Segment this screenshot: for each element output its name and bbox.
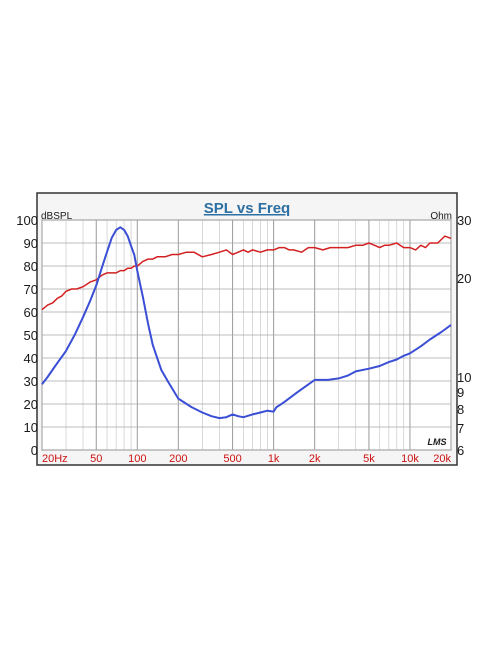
right-tick-label: 7 [457,421,464,436]
x-tick-label: 10k [401,453,419,465]
left-tick-label: 10 [24,420,38,435]
right-tick-label: 30 [457,213,471,228]
chart-title: SPL vs Freq [204,200,290,217]
x-tick-label: 5k [363,453,375,465]
left-tick-label: 100 [16,213,38,228]
right-tick-label: 8 [457,402,464,417]
left-tick-label: 80 [24,259,38,274]
left-tick-label: 20 [24,397,38,412]
left-tick-label: 0 [31,443,38,458]
lms-watermark: LMS [428,437,447,447]
left-tick-label: 50 [24,328,38,343]
left-tick-label: 90 [24,236,38,251]
right-tick-label: 20 [457,271,471,286]
left-tick-label: 60 [24,305,38,320]
left-tick-label: 30 [24,374,38,389]
spl-curve [41,235,452,311]
right-tick-label: 10 [457,370,471,385]
right-axis-unit: Ohm [430,211,452,222]
x-tick-label: 100 [128,453,146,465]
series-layer [41,226,452,420]
x-tick-label: 20k [433,453,451,465]
left-axis-unit: dBSPL [41,211,73,222]
grid [41,219,452,451]
x-tick-label: 200 [169,453,187,465]
right-tick-label: 6 [457,443,464,458]
impedance-curve [41,226,452,420]
x-tick-label: 500 [223,453,241,465]
x-tick-label: 1k [268,453,280,465]
left-tick-label: 70 [24,282,38,297]
x-tick-label: 2k [309,453,321,465]
right-tick-label: 9 [457,385,464,400]
left-tick-label: 40 [24,351,38,366]
x-tick-label: 20Hz [42,453,68,465]
x-tick-label: 50 [90,453,102,465]
